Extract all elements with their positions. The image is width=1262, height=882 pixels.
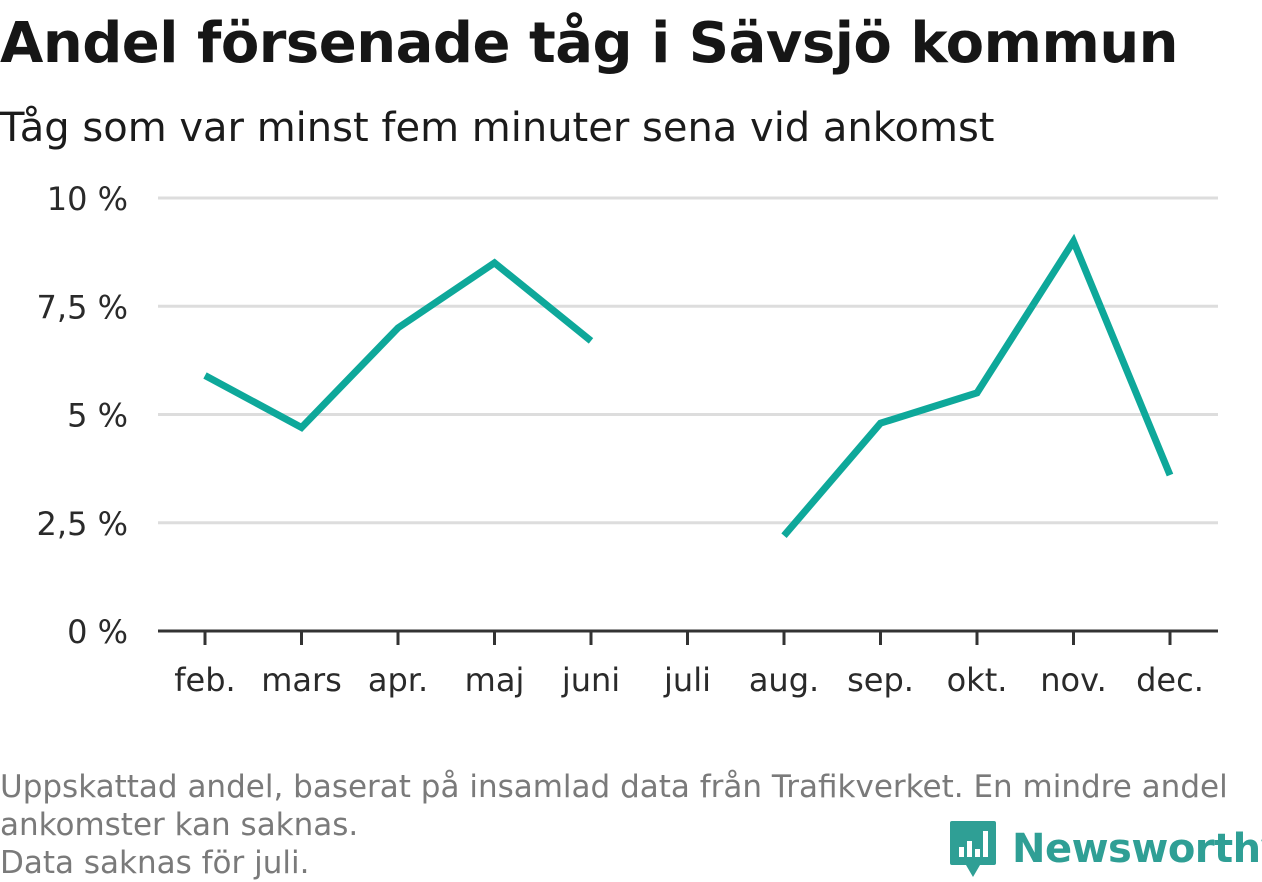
x-tick-label: apr.: [368, 661, 428, 699]
data-lines: [203, 233, 1174, 538]
x-tick-label: juni: [561, 661, 620, 699]
y-tick-label: 10 %: [47, 180, 128, 218]
x-tick-label: sep.: [847, 661, 914, 699]
series-line: [203, 258, 594, 432]
bar-chart-badge-icon: [950, 821, 996, 877]
y-tick-label: 7,5 %: [37, 288, 128, 326]
footnote-line-2: ankomster kan saknas.: [0, 807, 359, 843]
y-tick-label: 5 %: [67, 397, 128, 435]
series-line: [781, 233, 1174, 538]
x-axis: [158, 629, 1218, 645]
footnote-line-1: Uppskattad andel, baserat på insamlad da…: [0, 769, 1228, 805]
x-tick-label: feb.: [174, 661, 235, 699]
grid-lines: [158, 196, 1218, 525]
footnote-line-3: Data saknas för juli.: [0, 845, 310, 881]
x-tick-label: mars: [261, 661, 342, 699]
y-axis-labels: 0 % 2,5 % 5 % 7,5 % 10 %: [37, 180, 128, 651]
footnote: Uppskattad andel, baserat på insamlad da…: [0, 768, 1250, 882]
x-tick-label: dec.: [1136, 661, 1204, 699]
x-axis-labels: feb. mars apr. maj juni juli aug. sep. okt. nov. d…: [174, 661, 1204, 699]
x-tick-label: juli: [663, 661, 711, 699]
y-tick-label: 0 %: [67, 613, 128, 651]
x-tick-label: aug.: [749, 661, 819, 699]
x-tick-label: nov.: [1040, 661, 1106, 699]
y-tick-label: 2,5 %: [37, 505, 128, 543]
brand-logo: Newsworthy: [948, 818, 1262, 880]
brand-name: Newsworthy: [1012, 826, 1262, 872]
x-tick-label: maj: [465, 661, 525, 699]
chart-subtitle: Tåg som var minst fem minuter sena vid a…: [0, 105, 995, 151]
x-tick-label: okt.: [947, 661, 1008, 699]
chart-title: Andel försenade tåg i Sävsjö kommun: [0, 11, 1179, 76]
